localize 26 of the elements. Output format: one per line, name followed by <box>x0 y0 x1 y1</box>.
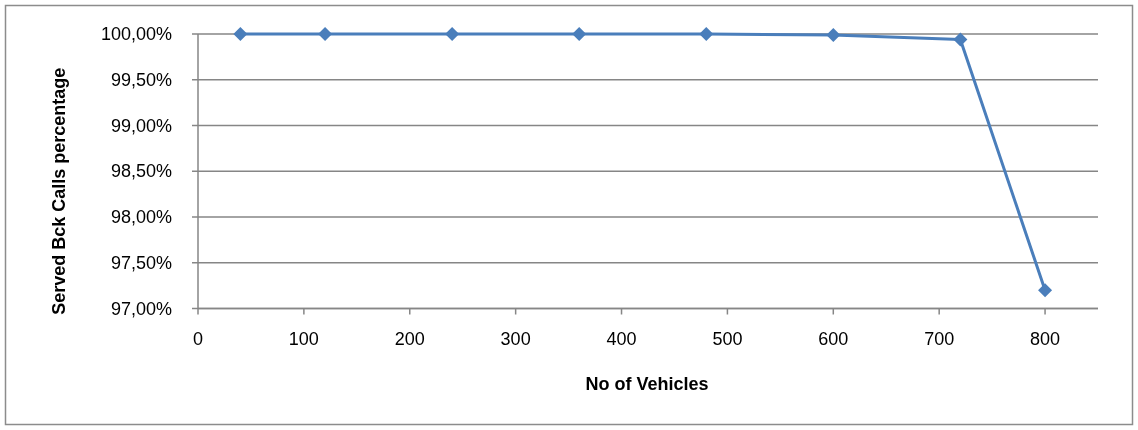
x-tick-label: 0 <box>192 328 204 349</box>
point <box>445 27 460 41</box>
point <box>953 32 968 47</box>
point <box>233 27 248 41</box>
x-tick-label: 400 <box>606 328 637 349</box>
x-tick-label: 500 <box>712 328 743 349</box>
point <box>572 27 587 41</box>
y-tick-label: 99,50% <box>110 69 172 90</box>
point <box>699 27 714 41</box>
point <box>318 27 333 41</box>
y-axis-title: Served Bck Calls percentage <box>49 67 69 315</box>
x-tick-label: 200 <box>394 328 425 349</box>
x-tick-label: 100 <box>288 328 319 349</box>
x-tick-label: 800 <box>1030 328 1061 349</box>
y-tick-label: 98,00% <box>110 207 172 227</box>
point <box>1038 283 1053 298</box>
point <box>826 27 841 42</box>
x-tick-label: 300 <box>500 328 531 349</box>
x-tick-label: 600 <box>818 328 849 349</box>
y-tick-label: 98,50% <box>110 161 172 182</box>
y-tick-label: 100,00% <box>100 24 172 44</box>
y-tick-label: 97,00% <box>110 298 172 319</box>
x-tick-label: 700 <box>924 328 955 349</box>
x-axis-title: No of Vehicles <box>585 374 709 394</box>
y-tick-label: 99,00% <box>110 115 172 136</box>
y-tick-label: 97,50% <box>110 252 172 273</box>
